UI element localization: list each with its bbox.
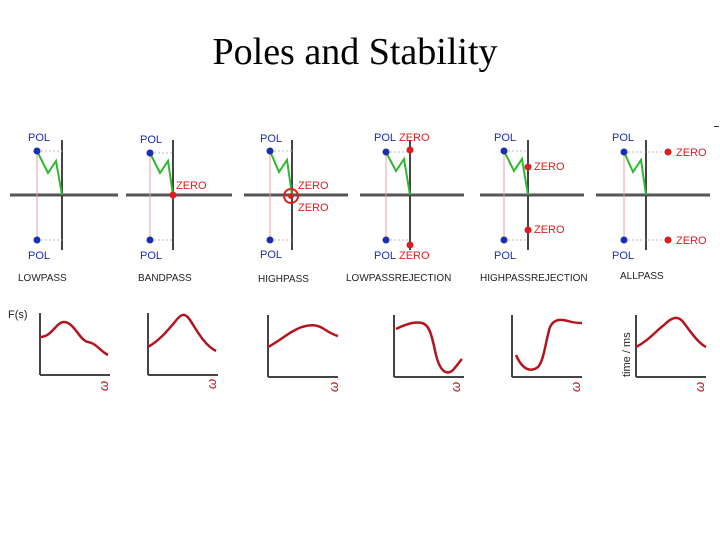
- pole-marker: [146, 236, 154, 244]
- panel-title: LOWPASSREJECTION: [346, 273, 451, 284]
- pole-marker: [382, 148, 390, 156]
- pole-label: POL: [374, 132, 396, 144]
- pole-label: POL: [494, 132, 516, 144]
- panel-highpassrejection: POL ZERO ZERO POL HIGHPASSREJECTION ω: [480, 132, 588, 392]
- edge-mark: [714, 126, 719, 127]
- pole-label: POL: [612, 132, 634, 144]
- zero-marker: [664, 236, 672, 244]
- pole-label: POL: [28, 250, 50, 262]
- zero-label: ZERO: [534, 224, 565, 236]
- zero-marker: [524, 226, 532, 234]
- vector-path: [36, 150, 63, 196]
- panel-allpass: POL ZERO POL ZERO ALLPASS time / ms ω: [596, 132, 710, 392]
- vector-path: [149, 152, 174, 196]
- fs-label: F(s): [8, 309, 28, 321]
- zero-label: ZERO: [298, 180, 329, 192]
- pole-marker: [146, 149, 154, 157]
- panel-highpass: POL POL ZERO ZERO HIGHPASS ω: [244, 133, 348, 392]
- pole-marker: [382, 236, 390, 244]
- zero-label: ZERO: [176, 180, 207, 192]
- zero-label: ZERO: [399, 132, 430, 144]
- pole-marker: [266, 147, 274, 155]
- zero-label: ZERO: [399, 250, 430, 262]
- response-curve: [635, 316, 707, 349]
- double-zero-marker: [283, 188, 299, 204]
- zero-marker: [664, 148, 672, 156]
- panel-lowpass: POL POL LOWPASS F(s) ω: [8, 132, 118, 391]
- response-curve: [395, 321, 463, 374]
- pole-marker: [500, 236, 508, 244]
- panel-title: HIGHPASSREJECTION: [480, 273, 588, 284]
- pole-marker: [266, 236, 274, 244]
- response-curve: [147, 313, 217, 353]
- omega-label: ω: [692, 382, 707, 392]
- time-axis-label: time / ms: [621, 332, 633, 377]
- pole-label: POL: [494, 250, 516, 262]
- pole-marker: [620, 148, 628, 156]
- slide-title: Poles and Stability: [212, 31, 498, 73]
- panel-title: LOWPASS: [18, 273, 67, 284]
- vector-path: [269, 150, 293, 196]
- zero-marker: [169, 191, 177, 199]
- pole-marker: [620, 236, 628, 244]
- omega-label: ω: [568, 382, 583, 392]
- zero-marker: [288, 193, 294, 199]
- pole-label: POL: [260, 249, 282, 261]
- response-curve: [514, 318, 583, 371]
- pole-label: POL: [28, 132, 50, 144]
- zero-marker: [406, 241, 414, 249]
- pole-marker: [33, 236, 41, 244]
- pole-label: POL: [140, 134, 162, 146]
- panel-title: HIGHPASS: [258, 274, 309, 285]
- panel-title: BANDPASS: [138, 273, 192, 284]
- omega-label: ω: [448, 382, 463, 392]
- pole-label: POL: [260, 133, 282, 145]
- omega-label: ω: [96, 381, 111, 391]
- filter-diagram: POL POL LOWPASS F(s) ω POL POL ZERO BAND…: [8, 132, 710, 392]
- pole-label: POL: [612, 250, 634, 262]
- zero-label: ZERO: [298, 202, 329, 214]
- omega-label: ω: [326, 382, 341, 392]
- zero-marker: [406, 146, 414, 154]
- vector-path: [385, 151, 411, 196]
- zero-label: ZERO: [676, 235, 707, 247]
- zero-marker: [524, 163, 532, 171]
- zero-label: ZERO: [676, 147, 707, 159]
- vector-path: [503, 150, 529, 196]
- omega-label: ω: [204, 379, 219, 389]
- pole-label: POL: [374, 250, 396, 262]
- response-curve: [267, 324, 339, 349]
- pole-marker: [33, 147, 41, 155]
- vector-path: [623, 151, 647, 196]
- response-curve: [39, 320, 109, 357]
- panel-bandpass: POL POL ZERO BANDPASS ω: [126, 134, 232, 389]
- pole-label: POL: [140, 250, 162, 262]
- panel-title: ALLPASS: [620, 271, 664, 282]
- panel-lowpassrejection: POL ZERO POL ZERO LOWPASSREJECTION ω: [346, 132, 464, 392]
- pole-marker: [500, 147, 508, 155]
- zero-label: ZERO: [534, 161, 565, 173]
